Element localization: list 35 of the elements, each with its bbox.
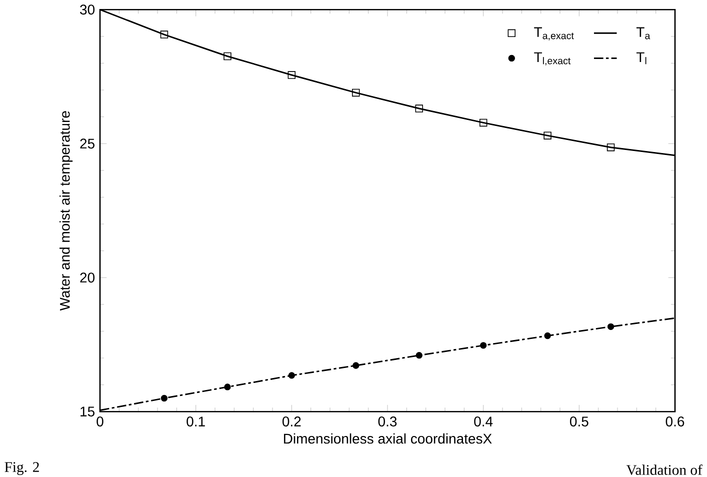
y-tick-label: 15 [80, 406, 94, 417]
y-tick-label: 30 [80, 4, 95, 15]
y-tick-label: 25 [80, 138, 94, 149]
legend-label: T$_{l}$ [636, 52, 646, 64]
x-tick-label: 0.4 [474, 416, 493, 427]
x-tick-label: 0.5 [570, 416, 588, 427]
x-tick-label: 0 [96, 416, 104, 427]
x-tick-label: 0.3 [378, 416, 397, 427]
point [544, 132, 552, 140]
point [160, 30, 168, 39]
y-axis-title: Water and moist air temperature [60, 111, 73, 311]
x-axis-title: Dimensionless axial coordinatesX [284, 434, 492, 444]
legend-label: T$_{l,exact}$ [534, 52, 571, 66]
point [480, 342, 487, 349]
text: Validation of [626, 464, 702, 476]
point [607, 324, 614, 330]
point [479, 119, 488, 127]
point [544, 332, 551, 340]
legend-label: T$_{a}$ [636, 27, 650, 40]
point [224, 384, 231, 390]
x-tick-label: 0.2 [282, 416, 301, 427]
x-tick-label: 0.6 [666, 416, 684, 427]
x-tick-label: 0.1 [186, 416, 205, 427]
point [606, 144, 615, 152]
legend-label: T$_{a,exact}$ [534, 27, 574, 41]
point [416, 352, 422, 359]
point [160, 395, 168, 402]
point [288, 372, 296, 379]
point [415, 104, 423, 113]
point [352, 89, 360, 97]
caption: Fig. 2 [4, 462, 39, 476]
point [224, 52, 232, 60]
point [288, 71, 296, 80]
y-tick-label: 20 [80, 272, 95, 283]
point [352, 362, 360, 370]
